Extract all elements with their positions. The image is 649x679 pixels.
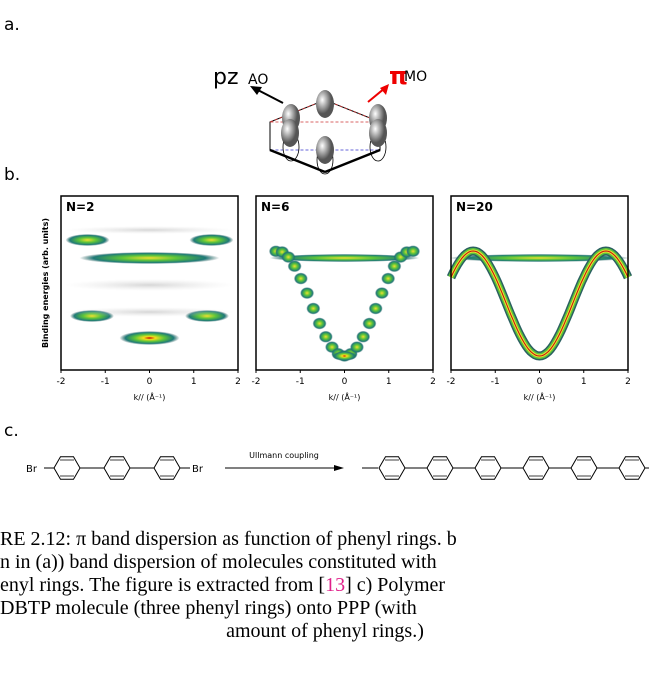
band-spot bbox=[387, 260, 402, 273]
x-tick-label: -2 bbox=[252, 377, 261, 387]
band-spot bbox=[293, 272, 308, 285]
caption-line: DBTP molecule (three phenyl rings) onto … bbox=[0, 597, 417, 619]
mo-text: MO bbox=[404, 69, 427, 85]
band-spot bbox=[300, 287, 315, 300]
x-tick-label: 2 bbox=[430, 377, 436, 387]
band-spot bbox=[79, 252, 220, 264]
x-tick-label: 1 bbox=[386, 377, 392, 387]
band-spot bbox=[349, 341, 364, 354]
band-shadow bbox=[64, 226, 235, 234]
band-curve bbox=[450, 250, 629, 357]
ao-text: AO bbox=[248, 72, 268, 88]
band-spot bbox=[281, 251, 296, 264]
caption-line: enyl rings. The figure is extracted from… bbox=[0, 574, 445, 596]
ao-symbol: pz bbox=[213, 65, 239, 90]
band-spot bbox=[406, 245, 421, 258]
x-tick-label: -1 bbox=[491, 377, 500, 387]
phenyl-ring bbox=[378, 456, 406, 480]
phenyl-ring bbox=[433, 459, 447, 477]
x-tick-label: 2 bbox=[235, 377, 241, 387]
x-tick-label: -1 bbox=[101, 377, 110, 387]
panel-label: a. bbox=[4, 15, 20, 35]
phenyl-ring bbox=[570, 456, 598, 480]
phenyl-ring bbox=[481, 459, 495, 477]
panel-title: N=20 bbox=[456, 200, 493, 214]
flat-band bbox=[269, 254, 420, 262]
phenyl-ring bbox=[110, 459, 124, 477]
panel-title: N=2 bbox=[66, 200, 94, 214]
caption-text: ] c) Polymer bbox=[345, 574, 445, 596]
caption-line: n in (a)) band dispersion of molecules c… bbox=[0, 551, 437, 573]
x-tick-label: 0 bbox=[342, 377, 348, 387]
x-tick-label: -2 bbox=[57, 377, 66, 387]
panel-label: b. bbox=[4, 165, 20, 185]
band-spot bbox=[119, 331, 180, 345]
panel-label: c. bbox=[4, 421, 19, 441]
phenyl-ring bbox=[618, 456, 646, 480]
x-tick-label: 0 bbox=[537, 377, 543, 387]
band-shadow bbox=[64, 307, 235, 317]
phenyl-ring bbox=[474, 456, 502, 480]
band-spot bbox=[318, 330, 333, 343]
phenyl-ring bbox=[160, 459, 174, 477]
band-spot bbox=[381, 272, 396, 285]
phenyl-ring bbox=[426, 456, 454, 480]
flat-band bbox=[449, 254, 630, 262]
phenyl-ring bbox=[60, 459, 74, 477]
x-tick-label: -2 bbox=[447, 377, 456, 387]
phenyl-ring bbox=[577, 459, 591, 477]
x-tick-label: -1 bbox=[296, 377, 305, 387]
mo-symbol: π bbox=[389, 62, 408, 90]
band-spot bbox=[362, 317, 377, 330]
caption-line: RE 2.12: π band dispersion as function o… bbox=[0, 528, 457, 550]
phenyl-ring bbox=[385, 459, 399, 477]
phenyl-ring bbox=[625, 459, 639, 477]
panel-title: N=6 bbox=[261, 200, 289, 214]
band-shadow bbox=[64, 279, 235, 291]
bromine: Br bbox=[192, 464, 204, 475]
band-spot bbox=[368, 302, 383, 315]
x-axis-label: k// (Å⁻¹) bbox=[329, 391, 361, 402]
panel-frame bbox=[256, 196, 433, 370]
caption-text: enyl rings. The figure is extracted from… bbox=[0, 574, 325, 596]
phenyl-ring bbox=[522, 456, 550, 480]
band-spot bbox=[356, 330, 371, 343]
phenyl-ring bbox=[529, 459, 543, 477]
orbital-diagram bbox=[250, 84, 389, 175]
x-tick-label: 0 bbox=[147, 377, 153, 387]
x-tick-label: 1 bbox=[191, 377, 197, 387]
band-spot bbox=[374, 287, 389, 300]
citation[interactable]: 13 bbox=[325, 574, 345, 596]
band-spot bbox=[65, 234, 110, 246]
bromine: Br bbox=[26, 464, 38, 475]
band-spot bbox=[312, 317, 327, 330]
arrow-label: Ullmann coupling bbox=[249, 451, 319, 460]
band-spot bbox=[332, 351, 357, 361]
caption-line: amount of phenyl rings.) bbox=[226, 620, 424, 642]
x-tick-label: 2 bbox=[625, 377, 631, 387]
band-spot bbox=[189, 234, 234, 246]
panel-frame bbox=[451, 196, 628, 370]
x-axis-label: k// (Å⁻¹) bbox=[134, 391, 166, 402]
y-axis-label: Binding energies (arb. units) bbox=[41, 218, 50, 348]
x-tick-label: 1 bbox=[581, 377, 587, 387]
band-spot bbox=[287, 260, 302, 273]
band-spot bbox=[306, 302, 321, 315]
x-axis-label: k// (Å⁻¹) bbox=[524, 391, 556, 402]
